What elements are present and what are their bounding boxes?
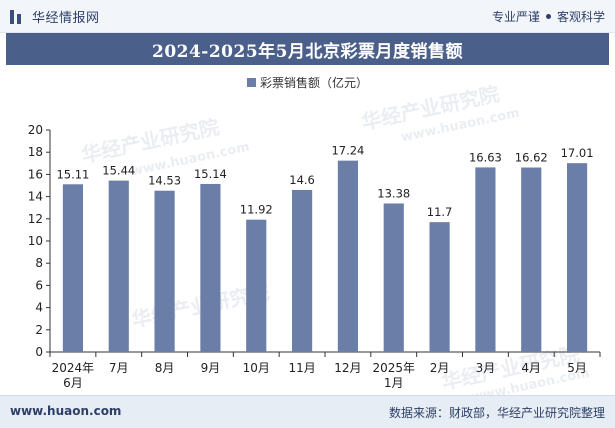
- y-tick-label: 2: [35, 323, 43, 337]
- bar: [108, 180, 129, 352]
- bar: [521, 167, 542, 352]
- x-tick-label: 8月: [155, 361, 175, 375]
- data-label: 16.62: [515, 151, 548, 165]
- bar: [200, 183, 221, 352]
- bar: [567, 163, 588, 352]
- x-tick-label: 2月: [430, 361, 450, 375]
- tagline: 专业严谨 客观科学: [492, 8, 605, 25]
- y-tick-label: 6: [35, 278, 43, 292]
- data-label: 11.7: [427, 205, 453, 219]
- data-label: 15.14: [194, 167, 227, 181]
- title-bar: 2024-2025年5月北京彩票月度销售额: [6, 33, 609, 65]
- x-tick-label: 7月: [109, 361, 129, 375]
- x-tick-label: 5月: [567, 361, 587, 375]
- x-tick-label: 10月: [243, 361, 270, 375]
- bar: [475, 167, 496, 352]
- bar: [292, 189, 313, 352]
- bar: [383, 203, 404, 352]
- data-label: 17.01: [561, 146, 594, 160]
- data-label: 13.38: [377, 186, 410, 200]
- legend-swatch: [246, 78, 256, 87]
- data-label: 17.24: [331, 144, 364, 158]
- chart-legend: 彩票销售额（亿元）: [0, 74, 615, 91]
- bar: [154, 190, 175, 352]
- y-tick-label: 10: [28, 234, 43, 248]
- brand-logo-icon: [8, 8, 26, 26]
- x-tick-label: 2024年 6月: [52, 361, 95, 390]
- brand[interactable]: 华经情报网: [8, 7, 100, 26]
- tagline-1: 专业严谨: [491, 10, 540, 24]
- x-tick-label: 9月: [201, 361, 221, 375]
- x-tick-label: 11月: [288, 361, 315, 375]
- data-label: 15.44: [102, 164, 135, 178]
- data-label: 15.11: [56, 167, 89, 181]
- y-tick-label: 4: [35, 301, 43, 315]
- x-tick-label: 2025年 1月: [372, 361, 415, 390]
- data-label: 16.63: [469, 150, 502, 164]
- brand-name: 华经情报网: [32, 11, 100, 26]
- data-label: 14.6: [289, 173, 315, 187]
- y-tick-label: 8: [35, 256, 43, 270]
- y-tick-label: 20: [28, 123, 43, 137]
- top-header: 华经情报网 专业严谨 客观科学: [0, 0, 615, 33]
- bar: [246, 219, 267, 352]
- data-label: 14.53: [148, 174, 181, 188]
- bar: [337, 160, 358, 352]
- footer-url-link[interactable]: www.huaon.com: [10, 404, 122, 418]
- y-tick-label: 12: [28, 212, 43, 226]
- footer: www.huaon.com 数据来源：财政部，华经产业研究院整理: [0, 395, 615, 428]
- x-tick-label: 12月: [334, 361, 361, 375]
- bar: [429, 222, 450, 352]
- x-tick-label: 3月: [476, 361, 496, 375]
- tagline-2: 客观科学: [556, 10, 605, 24]
- legend-label: 彩票销售额（亿元）: [259, 76, 368, 90]
- y-tick-label: 14: [28, 190, 43, 204]
- chart-title: 2024-2025年5月北京彩票月度销售额: [151, 41, 463, 62]
- data-source: 数据来源：财政部，华经产业研究院整理: [388, 406, 605, 420]
- y-tick-label: 16: [28, 167, 43, 181]
- y-tick-label: 0: [35, 345, 43, 359]
- bullet-dot-icon: [545, 14, 551, 19]
- bar: [62, 184, 83, 352]
- x-tick-label: 4月: [521, 361, 541, 375]
- data-label: 11.92: [240, 203, 273, 217]
- y-tick-label: 18: [28, 145, 43, 159]
